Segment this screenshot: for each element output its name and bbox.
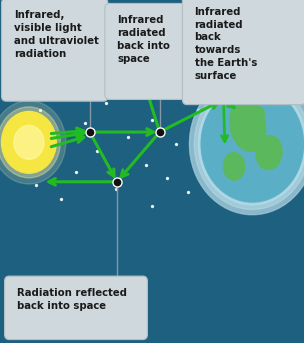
Text: Infrared
radiated
back
towards
the Earth's
surface: Infrared radiated back towards the Earth…: [195, 7, 257, 81]
Circle shape: [14, 126, 44, 159]
FancyBboxPatch shape: [105, 3, 185, 99]
Circle shape: [190, 73, 304, 215]
FancyBboxPatch shape: [182, 0, 304, 105]
Ellipse shape: [256, 135, 282, 170]
Circle shape: [0, 101, 66, 184]
FancyBboxPatch shape: [2, 0, 108, 101]
Circle shape: [2, 111, 56, 173]
Text: Infrared
radiated
back into
space: Infrared radiated back into space: [117, 15, 170, 64]
Circle shape: [194, 79, 304, 210]
Circle shape: [0, 107, 60, 178]
Text: Radiation reflected
back into space: Radiation reflected back into space: [17, 288, 127, 311]
FancyBboxPatch shape: [5, 276, 147, 340]
Circle shape: [199, 84, 304, 204]
Text: Infrared,
visible light
and ultraviolet
radiation: Infrared, visible light and ultraviolet …: [14, 10, 98, 59]
Ellipse shape: [252, 107, 264, 119]
Ellipse shape: [223, 153, 245, 180]
Ellipse shape: [230, 99, 266, 151]
